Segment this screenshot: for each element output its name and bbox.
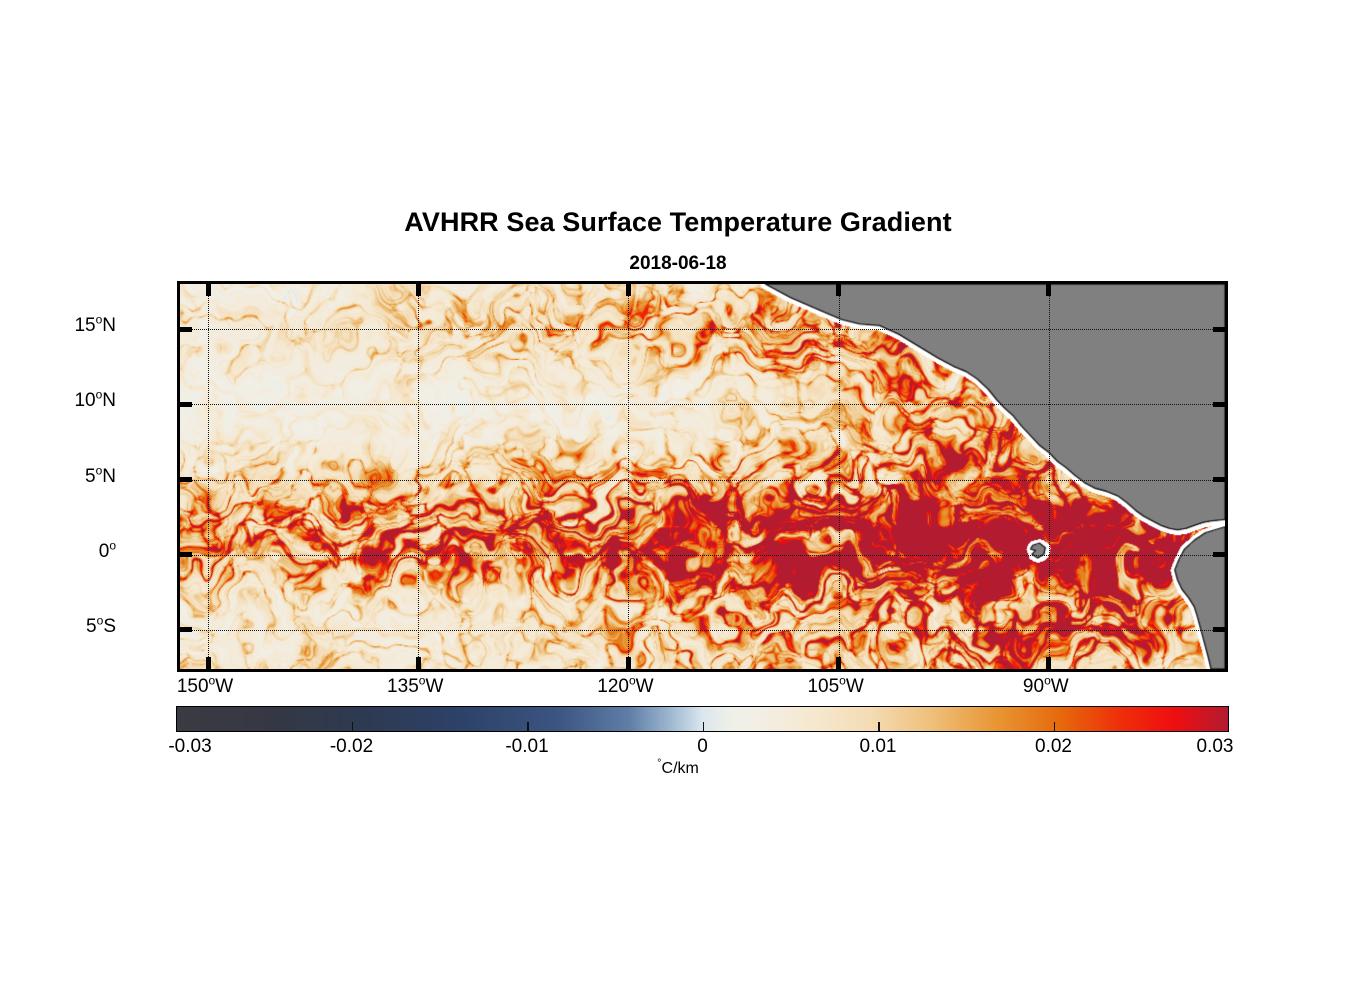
y-tick (180, 552, 192, 558)
x-axis-tick-label: 150oW (176, 673, 234, 697)
x-tick (1046, 284, 1052, 296)
y-axis-tick-label: 5oS (86, 613, 116, 637)
y-axis-tick-label: 5oN (85, 463, 116, 487)
y-tick (1213, 552, 1225, 558)
x-tick (205, 657, 211, 669)
x-tick (625, 284, 631, 296)
y-axis-tick-label: 15oN (74, 312, 116, 337)
x-axis-tick-label: 135oW (387, 673, 444, 697)
colorbar-tick-label: -0.02 (329, 736, 374, 757)
x-tick (205, 284, 211, 296)
x-tick (415, 284, 421, 296)
x-axis-tick-label: 105oW (807, 673, 864, 697)
colorbar-tick-label: 0.01 (859, 736, 897, 757)
y-tick (1213, 401, 1225, 407)
y-tick (180, 477, 192, 482)
colorbar-tick-label: -0.01 (505, 736, 549, 757)
y-axis-tick-label: 0o (98, 538, 116, 562)
colorbar-tick-label: 0.02 (1035, 736, 1072, 757)
colorbar-unit-label: °C/km (657, 757, 699, 777)
y-axis-tick-label: 10oN (74, 387, 116, 412)
figure-subtitle: 2018-06-18 (629, 253, 727, 274)
page-title: AVHRR Sea Surface Temperature Gradient (404, 207, 952, 237)
x-tick (836, 284, 842, 296)
y-tick (1213, 627, 1225, 633)
x-axis-tick-label: 90oW (1022, 673, 1069, 697)
colorbar-tick-label: 0 (697, 736, 708, 757)
colorbar-tick-label: -0.03 (168, 736, 212, 757)
colorbar-tick-label: 0.03 (1196, 736, 1234, 757)
map-axes[interactable] (177, 281, 1228, 672)
y-tick (1213, 477, 1225, 482)
x-axis-tick-label: 120oW (597, 673, 654, 697)
colorbar-tick (527, 722, 529, 731)
colorbar-tick (1053, 722, 1056, 731)
colorbar-tick (702, 722, 705, 731)
y-tick (180, 401, 192, 407)
y-tick (180, 326, 192, 332)
x-tick (625, 657, 631, 669)
sst-gradient-heatmap (180, 284, 1225, 669)
colorbar-tick (351, 722, 354, 731)
y-tick (180, 627, 192, 633)
x-tick (1046, 657, 1052, 669)
x-tick (836, 657, 842, 669)
colorbar-tick (878, 722, 880, 731)
colorbar[interactable] (176, 706, 1229, 732)
x-tick (415, 657, 421, 669)
y-tick (1213, 326, 1225, 332)
